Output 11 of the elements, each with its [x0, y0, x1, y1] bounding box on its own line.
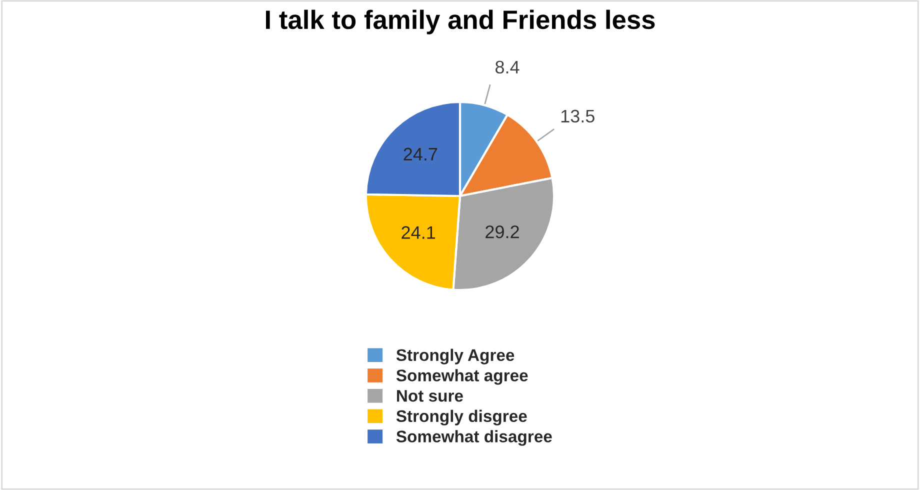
data-label: 24.7	[404, 148, 438, 160]
legend-label: Strongly Agree	[396, 348, 514, 364]
legend-label: Not sure	[397, 390, 463, 402]
data-label: 13.5	[561, 110, 594, 123]
data-label: 29.2	[486, 225, 519, 238]
legend-label: Somewhat disagree	[396, 430, 552, 446]
data-label: 24.1	[402, 226, 436, 239]
legend-label: Somewhat agree	[396, 369, 528, 385]
legend-label: Strongly disgree	[396, 410, 527, 426]
data-label: 8.4	[496, 60, 520, 74]
chart-title: I talk to family and Friends less	[266, 10, 655, 34]
